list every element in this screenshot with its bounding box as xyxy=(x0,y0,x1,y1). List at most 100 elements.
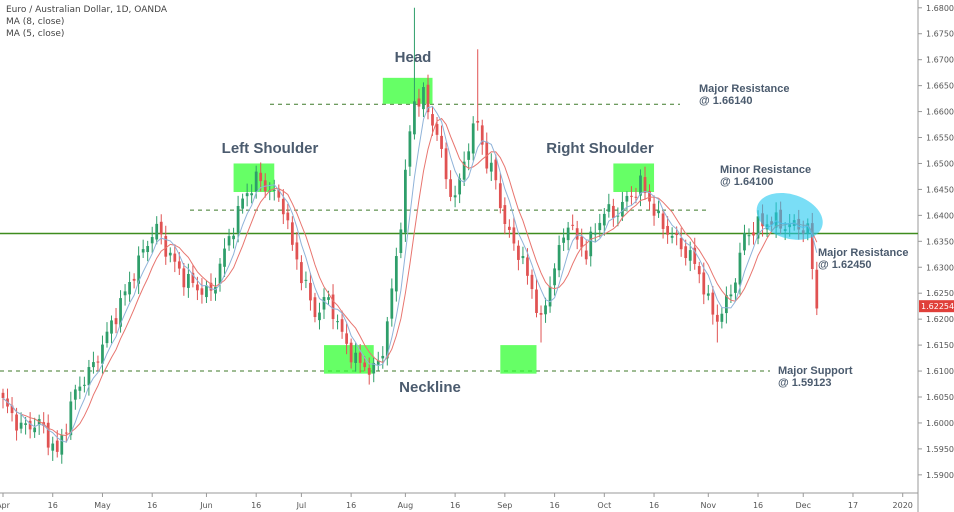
x-tick-label: 2020 xyxy=(893,501,913,510)
neckline-label: Neckline xyxy=(399,379,461,396)
candle-body xyxy=(521,256,525,259)
candle-body xyxy=(743,233,746,251)
candle-body xyxy=(214,286,217,294)
candle-body xyxy=(476,120,480,123)
candle-body xyxy=(318,312,321,321)
candle-body xyxy=(51,443,55,451)
candle-body xyxy=(55,440,59,452)
candle-body xyxy=(223,248,226,267)
ma-8-line xyxy=(2,117,818,437)
candle-body xyxy=(309,282,312,301)
candle-body xyxy=(177,261,181,269)
candle-body xyxy=(697,266,701,275)
candle-body xyxy=(114,318,118,325)
candle-body xyxy=(227,236,231,246)
candle-body xyxy=(245,193,249,197)
candle-body xyxy=(327,297,330,300)
candle-body xyxy=(132,278,136,281)
candle-body xyxy=(544,305,547,315)
y-tick-label: 1.6000 xyxy=(926,419,954,428)
candle-body xyxy=(426,84,430,113)
candle-body xyxy=(752,232,755,236)
candle-body xyxy=(218,263,222,284)
candle-body xyxy=(196,284,199,291)
consolidation-ellipse xyxy=(756,192,823,240)
candle-body xyxy=(747,235,751,237)
candle-body xyxy=(250,193,254,196)
candle-body xyxy=(639,175,642,196)
candle-body xyxy=(349,342,353,363)
candle-body xyxy=(358,352,362,363)
major-resistance-top-label: Major Resistance xyxy=(699,83,789,95)
ma-5-line xyxy=(2,105,818,443)
candle-body xyxy=(413,101,416,135)
candle-body xyxy=(431,114,434,126)
candle-body xyxy=(182,268,186,288)
x-tick-label: 16 xyxy=(753,501,763,510)
candle-body xyxy=(259,172,263,182)
candle-body xyxy=(404,169,407,233)
candle-body xyxy=(575,228,579,240)
candle-body xyxy=(141,249,145,253)
candle-body xyxy=(340,319,344,332)
candle-body xyxy=(354,352,358,363)
x-tick-label: Oct xyxy=(597,501,611,510)
x-tick-label: 16 xyxy=(251,501,261,510)
candle-body xyxy=(453,195,457,198)
candle-body xyxy=(119,298,122,327)
candle-body xyxy=(693,247,697,264)
candle-body xyxy=(331,294,335,320)
candle-body xyxy=(725,295,728,314)
major-resistance-top-value: @ 1.66140 xyxy=(699,95,753,107)
candle-body xyxy=(684,246,688,259)
x-tick-label: Nov xyxy=(700,501,716,510)
candle-body xyxy=(28,420,32,430)
x-tick-label: Sep xyxy=(497,501,512,510)
candle-body xyxy=(92,362,95,368)
candle-body xyxy=(706,293,710,296)
candle-body xyxy=(345,333,348,344)
x-tick-label: May xyxy=(94,501,111,510)
candle-body xyxy=(444,148,448,180)
candle-body xyxy=(191,272,195,283)
candle-body xyxy=(367,367,371,375)
candle-body xyxy=(295,242,299,260)
candle-body xyxy=(621,201,624,217)
candle-body xyxy=(657,210,660,214)
candle-body xyxy=(720,313,724,322)
candle-body xyxy=(69,401,73,436)
candle-body xyxy=(611,205,615,218)
candle-body xyxy=(186,273,190,288)
y-tick-label: 1.6550 xyxy=(926,134,954,143)
neckline-right-box xyxy=(500,345,537,374)
head-box xyxy=(382,77,433,104)
x-tick-label: 16 xyxy=(48,501,58,510)
y-tick-label: 1.6200 xyxy=(926,315,954,324)
y-tick-label: 1.5950 xyxy=(926,445,954,454)
candle-body xyxy=(539,312,543,315)
candle-body xyxy=(810,223,814,270)
current-price-tag xyxy=(919,300,954,313)
candle-body xyxy=(688,250,692,261)
candle-body xyxy=(390,288,394,319)
candle-body xyxy=(557,245,561,271)
candle-body xyxy=(670,235,674,238)
candle-body xyxy=(435,124,439,135)
candle-body xyxy=(408,131,412,167)
major-resistance-mid-value: @ 1.62450 xyxy=(818,259,872,271)
candle-body xyxy=(467,151,471,160)
candle-body xyxy=(702,272,706,295)
candle-body xyxy=(123,291,127,296)
candle-body xyxy=(209,282,213,291)
candle-body xyxy=(648,191,651,202)
candle-body xyxy=(19,422,23,429)
ma-8-label: MA (8, close) xyxy=(6,17,65,27)
candle-body xyxy=(322,297,326,310)
candle-body xyxy=(254,171,258,192)
candle-body xyxy=(281,198,285,215)
candle-body xyxy=(286,212,290,221)
y-tick-label: 1.6250 xyxy=(926,289,954,298)
candle-body xyxy=(494,159,498,181)
y-tick-label: 1.6450 xyxy=(926,185,954,194)
